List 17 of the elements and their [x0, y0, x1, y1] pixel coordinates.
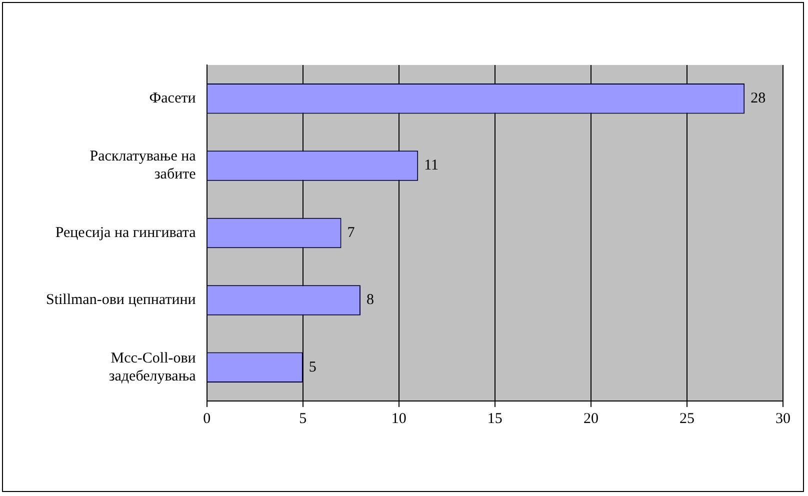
x-tick-label: 10	[391, 410, 406, 427]
y-tick-label: Mcc-Coll-ови задебелувања	[108, 350, 196, 384]
x-tick-label: 15	[487, 410, 502, 427]
x-tick-label: 5	[299, 410, 307, 427]
x-tick-label: 25	[679, 410, 694, 427]
data-label: 7	[347, 224, 356, 241]
data-label: 5	[308, 359, 316, 376]
y-tick-label: Расклатување на забите	[90, 148, 196, 183]
y-tick-label: Рецесија на гингивата	[55, 224, 196, 241]
x-tick-label: 0	[203, 410, 211, 427]
y-tick-label: Stillman-ови цепнатини	[46, 292, 196, 308]
x-tick-label: 30	[776, 410, 790, 427]
x-tick-label: 20	[583, 410, 598, 427]
data-label: 11	[424, 158, 439, 174]
data-label: 8	[366, 292, 374, 308]
y-tick-label: Фасети	[149, 90, 196, 107]
data-label: 28	[750, 90, 766, 107]
